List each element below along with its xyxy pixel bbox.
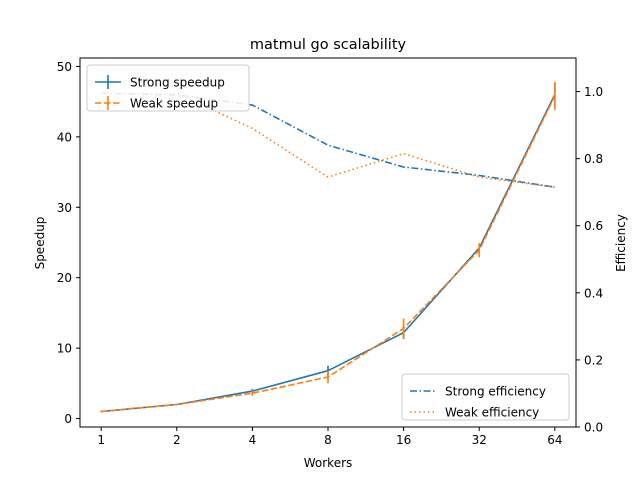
x-axis-label: Workers [304, 456, 353, 470]
legend-box [86, 64, 250, 112]
x-tick-label: 2 [173, 433, 181, 447]
x-tick-label: 64 [547, 433, 562, 447]
y2-tick-label: 0.2 [584, 353, 603, 367]
y-tick-label: 40 [57, 130, 72, 144]
legend-label: Weak efficiency [445, 406, 539, 420]
x-tick-label: 32 [472, 433, 487, 447]
weak-efficiency-line [101, 92, 555, 188]
y2-tick-label: 0.0 [584, 421, 603, 435]
legend-label: Weak speedup [130, 97, 218, 111]
legend-label: Strong efficiency [445, 385, 546, 399]
x-tick-label: 16 [396, 433, 411, 447]
legend-box [401, 373, 570, 421]
x-tick-label: 4 [249, 433, 257, 447]
y-tick-label: 30 [57, 201, 72, 215]
y2-tick-label: 0.8 [584, 152, 603, 166]
y2-tick-label: 0.6 [584, 219, 603, 233]
y2-tick-label: 1.0 [584, 85, 603, 99]
y-tick-label: 0 [64, 412, 72, 426]
x-tick-label: 8 [324, 433, 332, 447]
chart-title: matmul go scalability [250, 37, 407, 53]
y-axis-label: Speedup [33, 217, 47, 270]
y2-axis-label: Efficiency [614, 214, 628, 272]
legend-label: Strong speedup [130, 76, 225, 90]
y-tick-label: 50 [57, 60, 72, 74]
strong-efficiency-line [101, 92, 555, 188]
y-tick-label: 10 [57, 342, 72, 356]
x-tick-label: 1 [97, 433, 105, 447]
y-tick-label: 20 [57, 271, 72, 285]
plot-layer: 1 2 4 8 16 32 64 0 10 20 30 40 50 0.0 0.2 0.4 0.6 0.8 1.0 S… [57, 57, 603, 447]
y2-tick-label: 0.4 [584, 286, 603, 300]
